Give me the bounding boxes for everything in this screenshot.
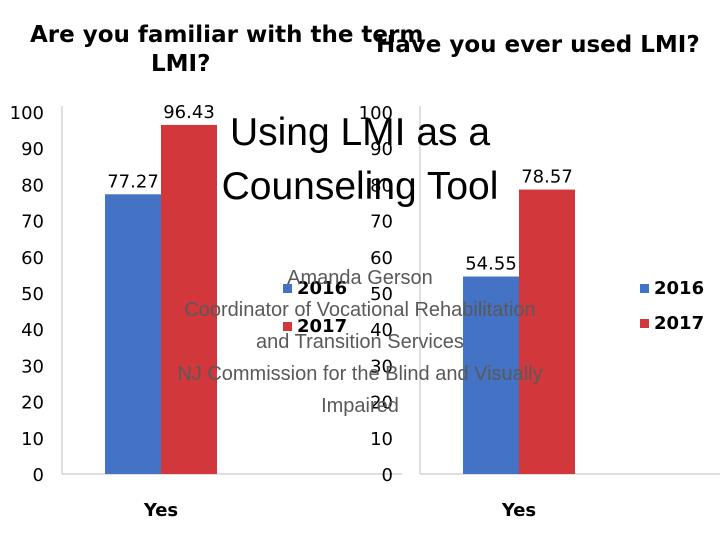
chart-1-title-line-1: Are you familiar with the term	[30, 22, 424, 48]
chart-2-legend-label-2016: 2016	[654, 278, 704, 299]
chart-2-category-label: Yes	[501, 500, 536, 521]
chart-1-y-tick-label: 90	[21, 139, 44, 160]
chart-2-legend-swatch-2016	[640, 284, 649, 293]
chart-1-y-tick-label: 100	[10, 103, 44, 124]
chart-2-legend-swatch-2017	[640, 319, 649, 328]
chart-1-y-tick-label: 70	[21, 212, 44, 233]
chart-2-y-tick-label: 90	[370, 139, 393, 160]
chart-2-y-tick-label: 10	[370, 429, 393, 450]
chart-1-bar-2017	[161, 124, 217, 474]
chart-2-y-tick-label: 50	[370, 284, 393, 305]
chart-1-y-tick-label: 30	[21, 356, 44, 377]
chart-2-y-tick-label: 0	[382, 465, 393, 486]
chart-1-y-tick-label: 60	[21, 248, 44, 269]
chart-1-legend-label-2017: 2017	[297, 316, 347, 337]
chart-2-y-tick-label: 20	[370, 393, 393, 414]
chart-1-y-tick-label: 80	[21, 175, 44, 196]
chart-1-legend-swatch-2017	[283, 322, 292, 331]
chart-1-category-label: Yes	[143, 500, 178, 521]
chart-1-y-tick-label: 10	[21, 429, 44, 450]
chart-1-y-tick-label: 20	[21, 393, 44, 414]
chart-2-y-tick-label: 70	[370, 212, 393, 233]
chart-2-y-tick-label: 60	[370, 248, 393, 269]
chart-1-y-tick-label: 0	[33, 465, 44, 486]
chart-2-y-tick-label: 40	[370, 320, 393, 341]
chart-2-title: Have you ever used LMI?	[376, 32, 700, 58]
chart-1-legend-label-2016: 2016	[297, 278, 347, 299]
chart-1-data-label-2016: 77.27	[107, 171, 159, 192]
chart-1-title-line-2: LMI?	[151, 51, 211, 77]
chart-2-data-label-2016: 54.55	[465, 254, 517, 275]
chart-2-bar-2016	[463, 276, 519, 474]
chart-2-y-tick-label: 30	[370, 356, 393, 377]
chart-1-data-label-2017: 96.43	[163, 102, 215, 123]
chart-2-bar-2017	[519, 189, 575, 474]
chart-1-bar-2016	[105, 194, 161, 474]
chart-2-y-tick-label: 80	[370, 175, 393, 196]
chart-2-y-tick-label: 100	[359, 103, 393, 124]
chart-2-legend-label-2017: 2017	[654, 313, 704, 334]
chart-1-legend-swatch-2016	[283, 284, 292, 293]
chart-1-y-tick-label: 40	[21, 320, 44, 341]
chart-2-data-label-2017: 78.57	[521, 167, 573, 188]
chart-1-y-tick-label: 50	[21, 284, 44, 305]
